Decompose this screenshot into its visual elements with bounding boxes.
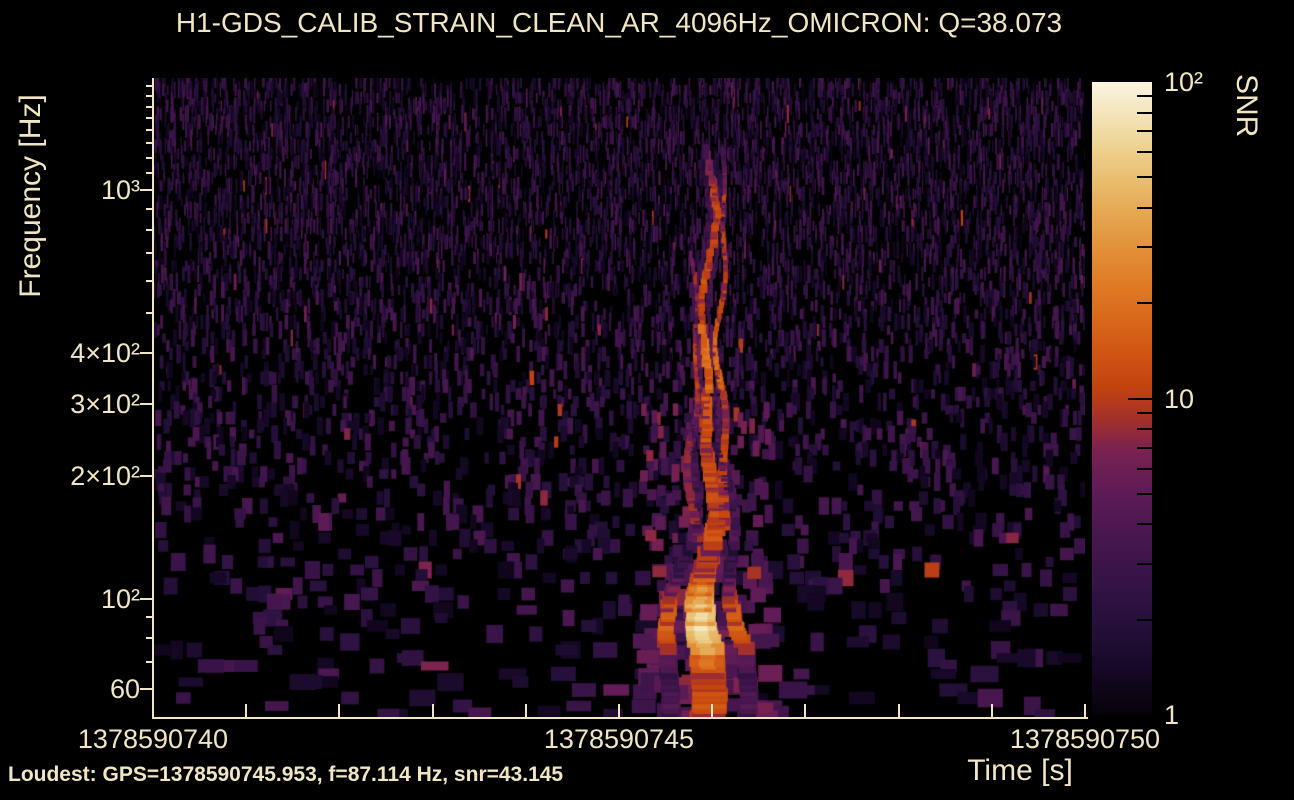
- y-tick: [146, 117, 153, 120]
- y-tick: [146, 129, 153, 132]
- y-tick-major: [140, 597, 153, 600]
- colorbar-tick: [1137, 467, 1152, 470]
- colorbar-tick: [1137, 302, 1152, 305]
- y-tick-label: 2×10²: [70, 460, 140, 491]
- y-tick: [146, 660, 153, 663]
- colorbar-tick: [1137, 618, 1152, 621]
- y-tick: [146, 228, 153, 231]
- y-tick-major: [140, 189, 153, 191]
- colorbar-tick: [1137, 95, 1152, 98]
- y-tick-major: [140, 402, 153, 405]
- x-tick: [338, 704, 341, 718]
- x-tick-label: 1378590750: [1009, 724, 1161, 754]
- x-tick: [152, 704, 154, 718]
- colorbar-tick: [1137, 492, 1152, 495]
- y-tick: [146, 279, 153, 282]
- x-tick: [804, 704, 807, 718]
- colorbar-tick-label: 10²: [1164, 67, 1204, 97]
- colorbar-tick: [1137, 246, 1152, 249]
- y-tick-major: [140, 474, 153, 477]
- x-tick: [618, 704, 620, 718]
- x-tick: [990, 704, 993, 718]
- colorbar-tick: [1137, 446, 1152, 449]
- y-tick: [146, 252, 153, 255]
- y-tick-label: 3×10²: [70, 388, 140, 419]
- y-tick-label: 4×10²: [70, 337, 140, 368]
- plot-title: H1-GDS_CALIB_STRAIN_CLEAN_AR_4096Hz_OMIC…: [175, 7, 1063, 38]
- x-tick-label: 1378590740: [77, 724, 229, 754]
- spectrogram-canvas: [153, 78, 1085, 718]
- x-tick: [245, 704, 248, 718]
- colorbar-tick: [1137, 176, 1152, 179]
- x-tick-label: 1378590745: [543, 724, 695, 754]
- y-tick: [146, 311, 153, 314]
- y-tick-major: [140, 351, 153, 354]
- x-axis-label: Time [s]: [967, 754, 1073, 787]
- y-tick: [146, 637, 153, 640]
- colorbar-tick: [1137, 130, 1152, 133]
- y-tick-label: 10³: [100, 175, 140, 205]
- y-tick: [146, 207, 153, 210]
- x-tick: [431, 704, 434, 718]
- x-tick: [1084, 704, 1086, 718]
- colorbar-tick-label: 10: [1164, 383, 1195, 414]
- y-tick: [146, 105, 153, 108]
- colorbar-tick: [1137, 111, 1152, 114]
- loudest-event-text: Loudest: GPS=1378590745.953, f=87.114 Hz…: [8, 763, 564, 786]
- colorbar-tick: [1137, 411, 1152, 414]
- colorbar-tick: [1137, 428, 1152, 431]
- x-axis-spine: [152, 717, 1088, 719]
- colorbar-tick: [1137, 523, 1152, 526]
- y-axis-spine: [152, 78, 154, 719]
- y-tick: [146, 84, 153, 87]
- colorbar-tick-label: 1: [1164, 700, 1180, 730]
- colorbar-tick: [1137, 562, 1152, 565]
- y-tick: [146, 142, 153, 145]
- x-tick: [897, 704, 900, 718]
- x-tick: [524, 704, 527, 718]
- colorbar-tick: [1137, 206, 1152, 209]
- y-tick: [146, 616, 153, 619]
- y-tick: [146, 156, 153, 159]
- y-tick-label: 10²: [100, 583, 140, 614]
- colorbar-label: SNR: [1230, 74, 1263, 138]
- y-tick: [146, 94, 153, 97]
- colorbar-tick-major: [1128, 397, 1152, 400]
- y-tick: [146, 172, 153, 175]
- x-tick: [711, 704, 714, 718]
- y-tick-major: [140, 688, 153, 691]
- y-tick-label: 60: [109, 674, 140, 705]
- colorbar-tick: [1137, 151, 1152, 154]
